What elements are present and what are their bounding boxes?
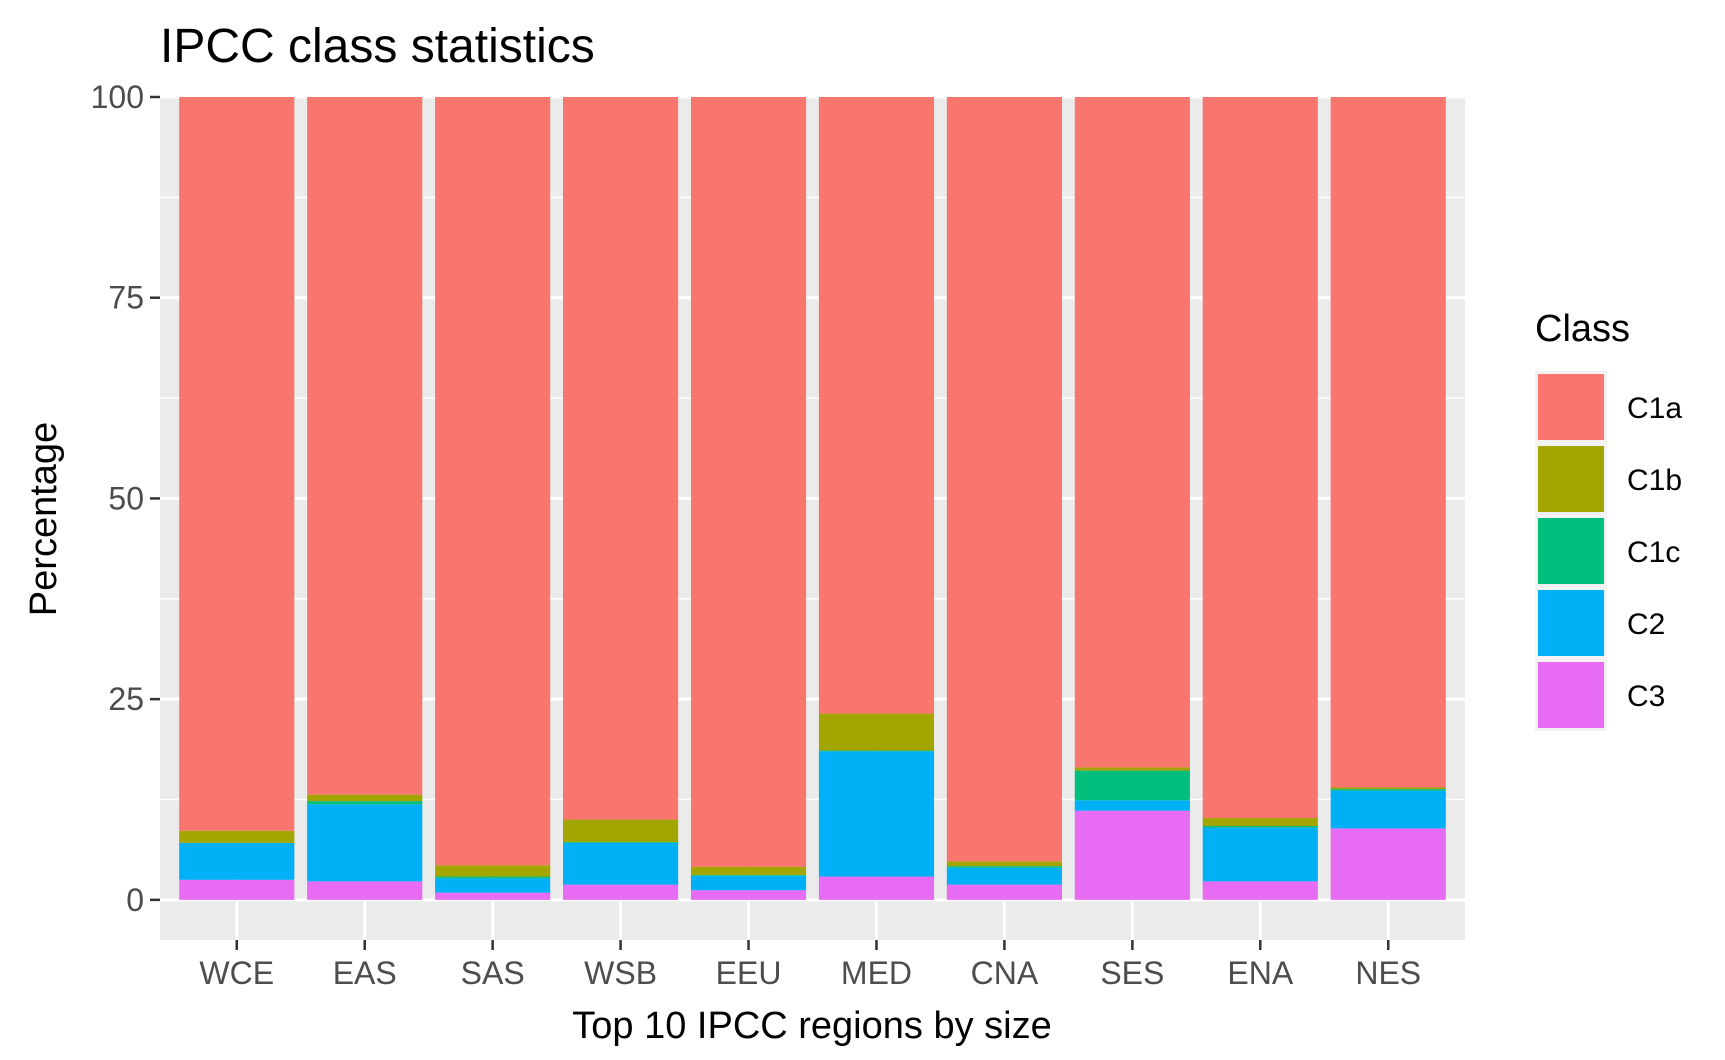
bar-nes-c1a xyxy=(1330,97,1446,788)
bar-eas-c2 xyxy=(307,804,423,882)
x-tick-label-eeu: EEU xyxy=(716,955,782,991)
bar-wce-c2 xyxy=(179,842,295,880)
legend-item-c2: C2 xyxy=(1535,587,1665,659)
legend-title: Class xyxy=(1535,308,1630,350)
bar-wce-c1a xyxy=(179,97,295,831)
bar-wce-c1b xyxy=(179,830,295,843)
bar-med-c1b xyxy=(818,713,935,751)
bar-eeu-c1c xyxy=(690,874,807,876)
bar-wce-c3 xyxy=(179,879,295,900)
bar-stack-wsb xyxy=(563,97,679,900)
bar-cna-c3 xyxy=(946,884,1062,900)
y-tick-label: 0 xyxy=(126,882,144,918)
legend-label-c1a: C1a xyxy=(1627,392,1682,425)
bar-ses-c1a xyxy=(1074,97,1190,768)
bar-eeu-c3 xyxy=(690,890,807,900)
legend-item-c1a: C1a xyxy=(1535,371,1682,443)
legend-label-c1c: C1c xyxy=(1627,536,1680,569)
bar-ses-c1c xyxy=(1074,770,1190,801)
bar-ena-c2 xyxy=(1202,827,1318,882)
bar-eeu-c1b xyxy=(690,866,807,875)
bar-cna-c1a xyxy=(946,97,1062,862)
legend-label-c2: C2 xyxy=(1627,608,1665,641)
y-tick-label: 25 xyxy=(108,681,144,717)
x-tick-label-sas: SAS xyxy=(461,955,525,991)
legend-swatch-c2 xyxy=(1538,590,1604,656)
bar-wsb-c1b xyxy=(563,819,679,843)
bar-stack-med xyxy=(818,97,935,900)
bar-med-c1c xyxy=(818,750,935,752)
bar-eas-c1a xyxy=(307,97,423,795)
x-tick-label-ses: SES xyxy=(1100,955,1164,991)
bar-med-c1a xyxy=(818,97,935,714)
bar-sas-c1a xyxy=(435,97,551,866)
bar-cna-c1b xyxy=(946,861,1062,867)
legend-swatch-c1c xyxy=(1538,518,1604,584)
bar-ena-c1b xyxy=(1202,817,1318,826)
x-tick-label-eas: EAS xyxy=(333,955,397,991)
x-axis: WCE EAS SAS WSB EEU MED CNA SES ENA NES xyxy=(199,940,1421,991)
bar-stack-ses xyxy=(1074,97,1190,900)
bar-stack-cna xyxy=(946,97,1062,900)
y-axis-title: Percentage xyxy=(23,422,65,616)
x-tick-label-wsb: WSB xyxy=(584,955,657,991)
bar-stack-ena xyxy=(1202,97,1318,900)
x-tick-label-cna: CNA xyxy=(971,955,1039,991)
bar-med-c2 xyxy=(818,751,935,877)
legend-label-c3: C3 xyxy=(1627,680,1665,713)
bar-nes-c1b xyxy=(1330,787,1446,790)
bar-stack-nes xyxy=(1330,97,1446,900)
legend-item-c1c: C1c xyxy=(1535,515,1680,587)
bar-ena-c3 xyxy=(1202,881,1318,900)
bar-wsb-c2 xyxy=(563,842,679,885)
bar-cna-c2 xyxy=(946,867,1062,885)
bar-stack-eeu xyxy=(690,97,807,900)
x-tick-label-nes: NES xyxy=(1355,955,1421,991)
bar-nes-c2 xyxy=(1330,790,1446,829)
bar-eas-c1c xyxy=(307,801,423,805)
bar-ena-c1a xyxy=(1202,97,1318,818)
x-axis-title: Top 10 IPCC regions by size xyxy=(572,1005,1051,1047)
bar-sas-c1b xyxy=(435,865,551,877)
legend-label-c1b: C1b xyxy=(1627,464,1682,497)
x-tick-label-ena: ENA xyxy=(1227,955,1293,991)
bar-ses-c1b xyxy=(1074,767,1190,771)
bar-wsb-c1c xyxy=(563,842,679,843)
bar-ses-c2 xyxy=(1074,800,1190,811)
legend-swatch-c3 xyxy=(1538,662,1604,728)
bar-sas-c1c xyxy=(435,876,551,879)
x-tick-label-med: MED xyxy=(841,955,912,991)
bar-eas-c3 xyxy=(307,881,423,900)
y-tick-label: 50 xyxy=(108,480,144,516)
bar-med-c3 xyxy=(818,876,935,900)
bar-nes-c3 xyxy=(1330,828,1446,900)
bar-sas-c3 xyxy=(435,892,551,900)
bar-eeu-c2 xyxy=(690,875,807,891)
y-tick-label: 100 xyxy=(91,79,144,115)
bar-eeu-c1a xyxy=(690,97,807,867)
bar-nes-c1c xyxy=(1330,789,1446,791)
bar-ses-c3 xyxy=(1074,810,1190,900)
bar-stack-sas xyxy=(435,97,551,900)
bars xyxy=(179,97,1446,900)
legend-swatch-c1b xyxy=(1538,446,1604,512)
legend-swatch-c1a xyxy=(1538,374,1604,440)
bar-wsb-c1a xyxy=(563,97,679,820)
legend-item-c3: C3 xyxy=(1535,659,1665,731)
bar-stack-wce xyxy=(179,97,295,900)
legend: Class C1a C1b C1c C2 C3 xyxy=(1535,308,1682,731)
bar-cna-c1c xyxy=(946,866,1062,868)
bar-stack-eas xyxy=(307,97,423,900)
y-tick-label: 75 xyxy=(108,280,144,316)
legend-item-c1b: C1b xyxy=(1535,443,1682,515)
bar-sas-c2 xyxy=(435,878,551,893)
bar-wsb-c3 xyxy=(563,884,679,900)
y-axis: 0 25 50 75 100 xyxy=(91,79,160,918)
chart-title: IPCC class statistics xyxy=(160,20,595,73)
x-tick-label-wce: WCE xyxy=(199,955,274,991)
bar-eas-c1b xyxy=(307,794,423,802)
bar-ena-c1c xyxy=(1202,825,1318,828)
